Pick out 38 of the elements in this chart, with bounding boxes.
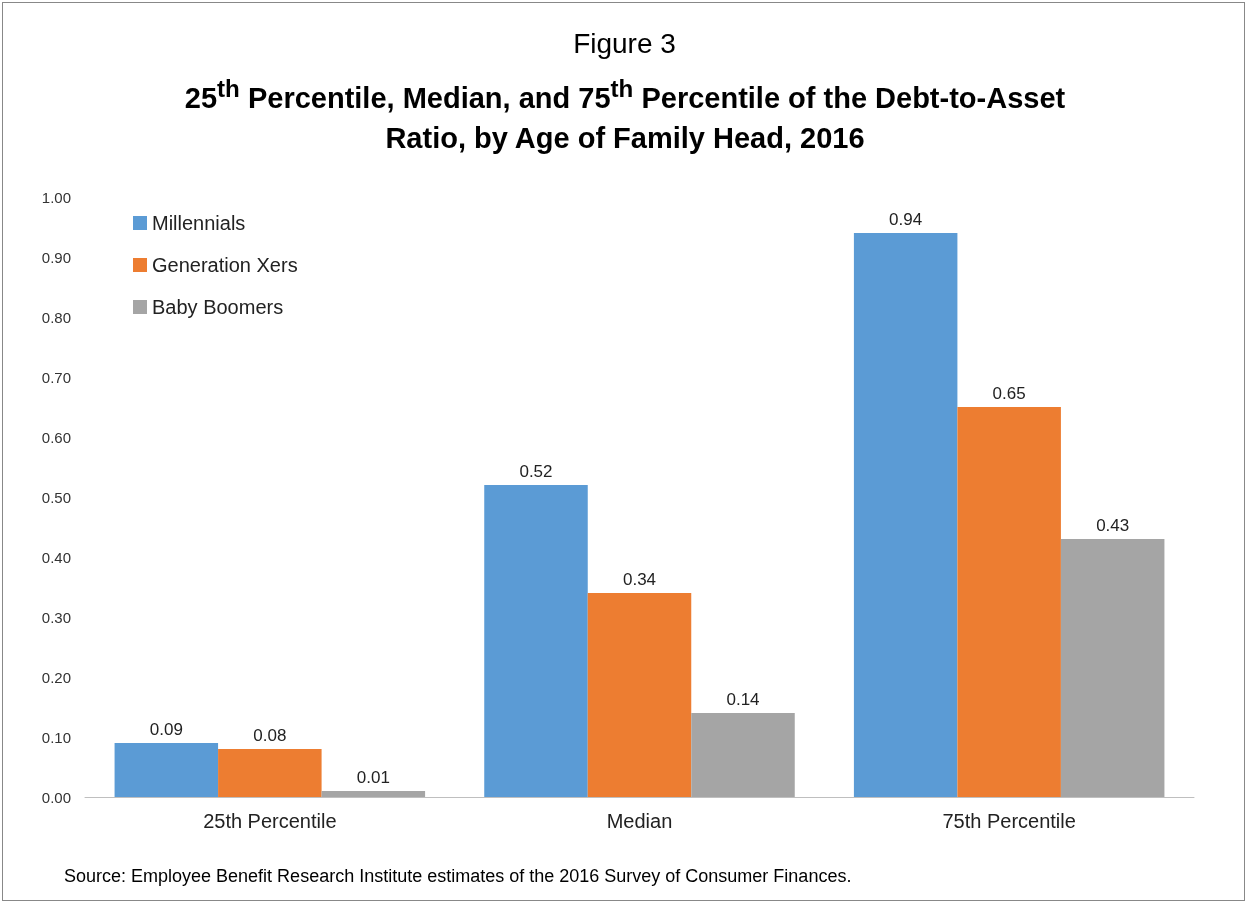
y-tick-label: 0.10	[41, 728, 71, 746]
data-label: 0.09	[149, 720, 183, 739]
source-note: Source: Employee Benefit Research Institute estimates of the 2016 Survey of Consumer Finances.	[64, 866, 852, 887]
legend-label: Millennials	[152, 212, 246, 234]
bar	[853, 233, 958, 797]
y-tick-label: 0.70	[41, 368, 71, 386]
data-label: 0.52	[519, 462, 553, 481]
x-tick-label: 75th Percentile	[942, 810, 1076, 832]
y-tick-label: 0.50	[41, 488, 71, 506]
data-label: 0.01	[356, 768, 390, 787]
data-label: 0.08	[253, 726, 287, 745]
x-tick-label: 25th Percentile	[203, 810, 337, 832]
data-label: 0.34	[622, 570, 657, 589]
bar	[691, 713, 795, 797]
data-label: 0.14	[726, 690, 760, 709]
y-tick-label: 0.40	[41, 548, 71, 566]
bar	[218, 749, 322, 797]
data-label: 0.65	[992, 384, 1026, 403]
chart-title: Figure 3	[572, 28, 677, 60]
y-tick-label: 0.20	[41, 668, 71, 686]
legend-label: Generation Xers	[152, 254, 298, 276]
data-label: 0.94	[889, 210, 923, 229]
y-tick-label: 0.30	[41, 608, 71, 626]
x-tick-label: Median	[606, 810, 673, 832]
bar	[1060, 539, 1165, 797]
legend-label: Baby Boomers	[152, 296, 284, 318]
y-tick-label: 0.60	[41, 428, 71, 446]
bar	[587, 593, 692, 797]
bar	[484, 485, 588, 797]
y-tick-label: 1.00	[41, 188, 71, 206]
bar	[114, 743, 219, 797]
bar	[321, 791, 426, 797]
chart-subtitle: 25$^{th}$ Percentile, Median, and 75$^{th}$ Percentile of the Debt-to-Asset Ratio, by Age of Family Head, 2016	[183, 74, 1067, 157]
y-tick-label: 0.80	[41, 308, 71, 326]
y-tick-label: 0.90	[41, 248, 71, 266]
y-tick-label: 0.00	[41, 788, 71, 806]
bar	[957, 407, 1061, 797]
data-label: 0.43	[1096, 516, 1130, 535]
